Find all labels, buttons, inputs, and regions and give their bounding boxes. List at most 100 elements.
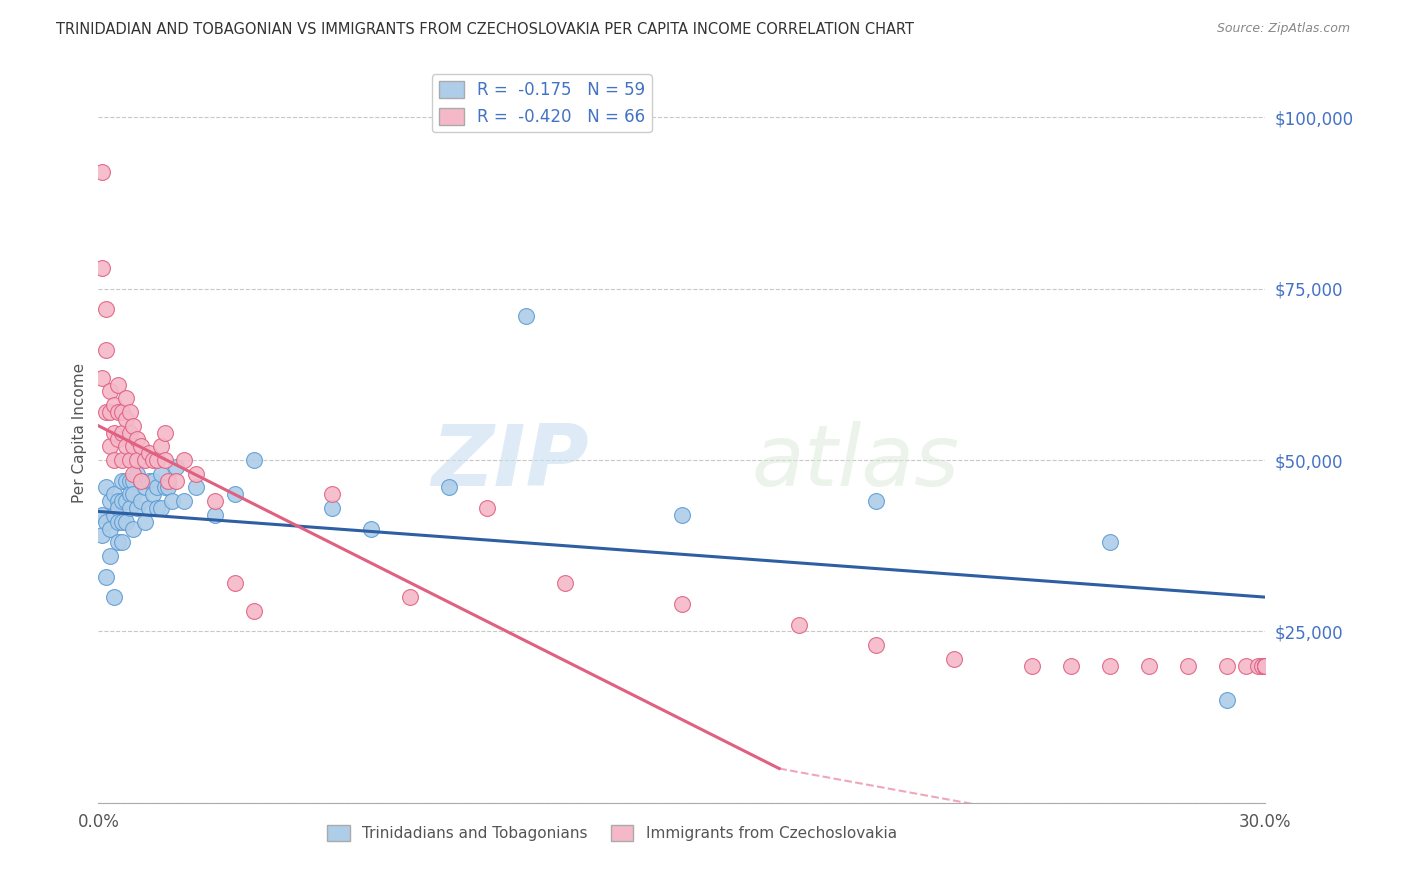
Point: [129, 474, 152, 488]
Point: [107, 535, 129, 549]
Point: [103, 590, 125, 604]
Point: [157, 480, 180, 494]
Point: [114, 412, 136, 426]
Point: [138, 501, 160, 516]
Point: [98, 384, 121, 399]
Point: [149, 467, 172, 481]
Point: [671, 597, 693, 611]
Point: [321, 501, 343, 516]
Point: [157, 474, 180, 488]
Point: [107, 405, 129, 419]
Point: [122, 418, 145, 433]
Point: [103, 453, 125, 467]
Point: [865, 494, 887, 508]
Point: [96, 515, 118, 529]
Point: [103, 398, 125, 412]
Point: [127, 433, 149, 447]
Point: [1254, 658, 1277, 673]
Y-axis label: Per Capita Income: Per Capita Income: [72, 362, 87, 503]
Point: [111, 405, 134, 419]
Point: [165, 474, 187, 488]
Point: [114, 392, 136, 406]
Point: [91, 371, 114, 385]
Point: [103, 487, 125, 501]
Point: [1177, 658, 1199, 673]
Point: [111, 425, 134, 440]
Point: [118, 453, 141, 467]
Point: [165, 459, 187, 474]
Point: [243, 604, 266, 618]
Point: [91, 261, 114, 276]
Point: [1021, 658, 1043, 673]
Point: [111, 494, 134, 508]
Point: [173, 453, 195, 467]
Point: [96, 569, 118, 583]
Point: [91, 508, 114, 522]
Point: [360, 522, 382, 536]
Point: [1215, 658, 1237, 673]
Point: [118, 425, 141, 440]
Point: [142, 453, 165, 467]
Point: [91, 165, 114, 179]
Point: [943, 652, 966, 666]
Point: [114, 474, 136, 488]
Point: [127, 501, 149, 516]
Point: [118, 474, 141, 488]
Point: [111, 515, 134, 529]
Point: [204, 508, 226, 522]
Point: [865, 638, 887, 652]
Text: ZIP: ZIP: [430, 421, 589, 504]
Point: [98, 522, 121, 536]
Point: [398, 590, 420, 604]
Point: [153, 453, 176, 467]
Point: [149, 439, 172, 453]
Point: [787, 617, 810, 632]
Point: [671, 508, 693, 522]
Point: [98, 549, 121, 563]
Point: [554, 576, 576, 591]
Text: atlas: atlas: [752, 421, 960, 504]
Point: [515, 309, 537, 323]
Point: [111, 535, 134, 549]
Point: [118, 487, 141, 501]
Point: [1254, 658, 1277, 673]
Point: [153, 480, 176, 494]
Point: [96, 343, 118, 358]
Point: [146, 480, 169, 494]
Point: [146, 501, 169, 516]
Point: [1254, 658, 1277, 673]
Point: [142, 474, 165, 488]
Point: [138, 446, 160, 460]
Text: Source: ZipAtlas.com: Source: ZipAtlas.com: [1216, 22, 1350, 36]
Point: [114, 439, 136, 453]
Point: [146, 453, 169, 467]
Point: [129, 494, 152, 508]
Point: [114, 494, 136, 508]
Point: [127, 467, 149, 481]
Point: [173, 494, 195, 508]
Text: TRINIDADIAN AND TOBAGONIAN VS IMMIGRANTS FROM CZECHOSLOVAKIA PER CAPITA INCOME C: TRINIDADIAN AND TOBAGONIAN VS IMMIGRANTS…: [56, 22, 914, 37]
Point: [184, 467, 207, 481]
Point: [107, 377, 129, 392]
Point: [1246, 658, 1268, 673]
Point: [184, 480, 207, 494]
Point: [1098, 658, 1121, 673]
Point: [122, 467, 145, 481]
Point: [122, 474, 145, 488]
Point: [122, 439, 145, 453]
Point: [107, 515, 129, 529]
Point: [107, 494, 129, 508]
Point: [96, 302, 118, 317]
Point: [96, 480, 118, 494]
Point: [111, 453, 134, 467]
Point: [149, 501, 172, 516]
Point: [129, 474, 152, 488]
Point: [1137, 658, 1160, 673]
Legend: Trinidadians and Tobagonians, Immigrants from Czechoslovakia: Trinidadians and Tobagonians, Immigrants…: [321, 819, 903, 847]
Point: [122, 522, 145, 536]
Point: [98, 494, 121, 508]
Point: [477, 501, 499, 516]
Point: [1254, 658, 1277, 673]
Point: [224, 487, 246, 501]
Point: [91, 528, 114, 542]
